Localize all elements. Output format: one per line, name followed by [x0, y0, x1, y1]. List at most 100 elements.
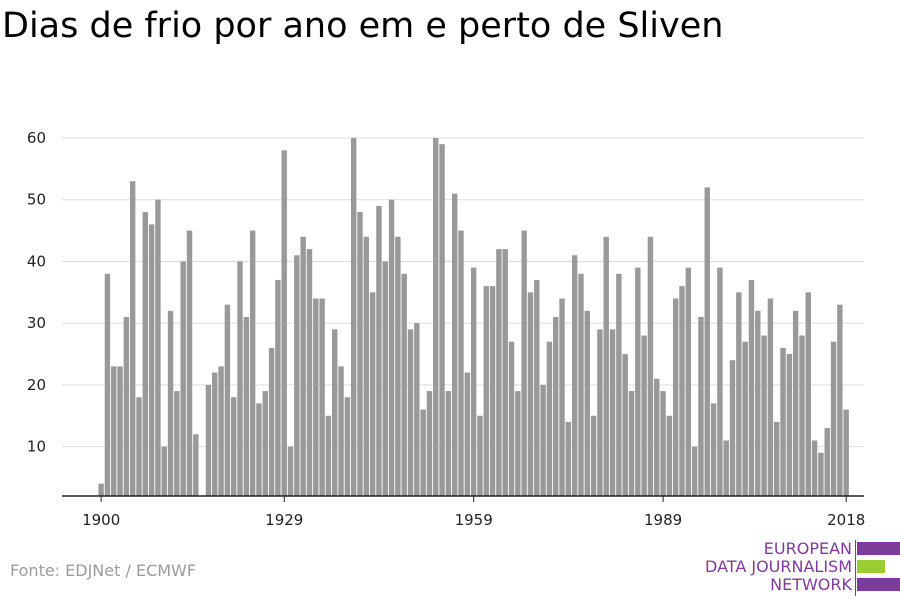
y-tick-label: 50 [27, 191, 46, 209]
bar-1952 [426, 391, 433, 496]
bar-1925 [256, 403, 262, 496]
bar-2007 [774, 421, 780, 496]
bar-1946 [388, 199, 395, 497]
logo-line-2: DATA JOURNALISM [705, 557, 852, 576]
bar-1967 [521, 230, 527, 496]
bar-1918 [212, 372, 218, 496]
bar-1904 [123, 317, 130, 496]
gridlines: 10 20 30 40 50 60 [27, 129, 864, 456]
y-tick-label: 20 [27, 376, 46, 394]
x-tick-label: 1900 [82, 511, 120, 529]
bar-1913 [180, 261, 186, 496]
bar-1998 [717, 267, 723, 496]
bar-1902 [111, 366, 117, 496]
bar-1947 [395, 236, 401, 497]
bar-1915 [193, 434, 199, 496]
logo-divider [855, 540, 856, 596]
bar-1900 [98, 483, 104, 496]
bar-1955 [445, 391, 452, 496]
bar-1980 [603, 236, 609, 497]
bar-1997 [710, 403, 717, 496]
bar-1927 [268, 347, 275, 496]
bar-1963 [496, 249, 502, 496]
x-tick-label: 1959 [455, 511, 493, 529]
bar-1908 [148, 224, 155, 496]
bar-2018 [843, 409, 849, 496]
bar-1901 [104, 273, 111, 496]
bar-1940 [350, 138, 357, 496]
bar-1921 [230, 397, 237, 496]
bar-1914 [186, 230, 193, 496]
bar-2009 [786, 354, 793, 496]
bar-2013 [811, 440, 818, 496]
bar-1961 [483, 286, 489, 496]
bar-2006 [767, 298, 774, 496]
bar-1985 [635, 267, 641, 496]
bar-1990 [666, 415, 673, 496]
bar-1929 [281, 150, 287, 496]
bar-1964 [502, 249, 508, 496]
logo-bar-green [857, 560, 885, 573]
bar-1905 [129, 181, 136, 496]
bar-1995 [698, 317, 704, 496]
bar-1960 [477, 415, 483, 496]
bar-1954 [439, 144, 445, 496]
bar-1941 [357, 212, 363, 496]
bar-1978 [590, 415, 597, 496]
bar-1951 [420, 409, 426, 496]
bar-1949 [407, 329, 414, 496]
logo-line-3: NETWORK [770, 575, 852, 594]
bar-1933 [306, 249, 313, 496]
logo-line-1: EUROPEAN [763, 539, 852, 558]
bar-1973 [559, 298, 565, 496]
bar-1926 [262, 391, 268, 496]
bar-1932 [300, 236, 306, 497]
bar-2008 [780, 347, 786, 496]
y-tick-label: 40 [27, 252, 46, 270]
y-tick-label: 30 [27, 314, 46, 332]
bar-1931 [294, 255, 300, 496]
bar-1983 [622, 354, 628, 496]
bar-1999 [723, 440, 729, 496]
bar-2010 [792, 310, 799, 496]
bar-1907 [142, 212, 149, 496]
logo-bar-purple-top [857, 542, 900, 555]
bar-1994 [691, 446, 698, 496]
bar-2002 [742, 341, 748, 496]
bar-1942 [363, 236, 370, 497]
bar-2001 [736, 292, 742, 496]
bar-2015 [824, 428, 830, 496]
y-tick-label: 10 [27, 438, 46, 456]
bar-1953 [433, 138, 439, 496]
x-tick-label: 1989 [644, 511, 682, 529]
x-tick-label: 2018 [827, 511, 865, 529]
bar-1924 [249, 230, 256, 496]
axes: 1900 1929 1959 1989 2018 [62, 495, 865, 529]
bar-2003 [748, 279, 755, 496]
bar-1982 [616, 273, 622, 496]
bar-1943 [369, 292, 376, 496]
bar-1979 [597, 329, 603, 496]
source-note: Fonte: EDJNet / ECMWF [10, 561, 197, 580]
bar-1993 [685, 267, 692, 496]
bar-2011 [799, 335, 805, 496]
bar-1928 [275, 279, 281, 496]
bar-1909 [155, 199, 161, 497]
bar-1981 [609, 329, 616, 496]
bar-1975 [571, 255, 578, 496]
bar-1919 [218, 366, 224, 496]
bar-2000 [729, 360, 736, 496]
bar-1966 [515, 391, 521, 496]
bar-1911 [167, 310, 174, 496]
x-tick-label: 1929 [265, 511, 303, 529]
bar-1977 [584, 310, 590, 496]
bar-1945 [382, 261, 388, 496]
bar-1957 [458, 230, 464, 496]
bar-1992 [679, 286, 685, 496]
bar-1965 [508, 341, 515, 496]
bar-2014 [818, 452, 824, 496]
bar-2017 [837, 304, 843, 496]
bar-1937 [332, 329, 338, 496]
bar-1956 [451, 193, 458, 496]
bar-1959 [470, 267, 477, 496]
